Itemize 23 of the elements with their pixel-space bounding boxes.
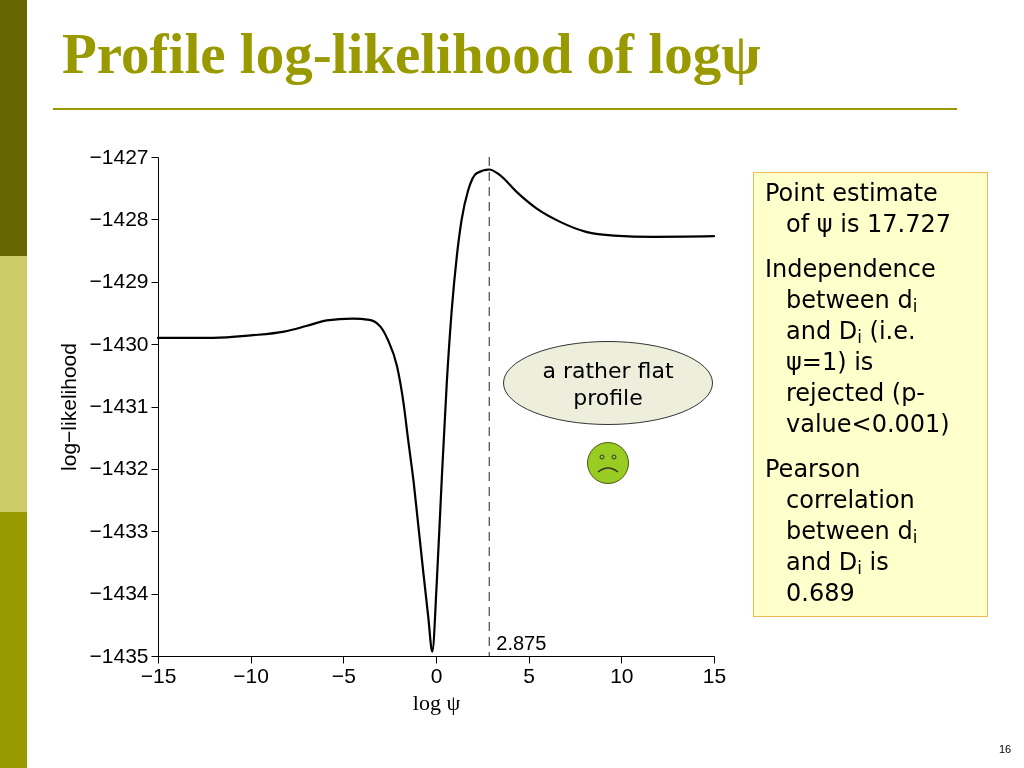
y-tick-label: −1433: [89, 518, 149, 542]
x-tick-label: 15: [702, 663, 727, 687]
y-tick-label: −1434: [89, 581, 149, 605]
chart-title: Profile log-likelihood of logψ: [62, 22, 761, 85]
y-tick-label: −1432: [89, 456, 149, 480]
annotation: a rather flat profile: [541, 357, 675, 411]
x-axis-title: log ψ: [412, 689, 461, 715]
y-tick-label: −1428: [89, 206, 149, 230]
text: Pearson correlation between d$_{i}$ and D$_{i}$ is 0.689: [765, 455, 918, 607]
x-tick-label: −5: [331, 663, 356, 687]
ref-line-label: 2.875: [496, 632, 547, 654]
y-tick-label: −1427: [89, 144, 149, 168]
y-tick-label: −1430: [89, 331, 149, 355]
x-tick-label: 0: [430, 663, 443, 687]
text: Independence between d$_{i}$ and D$_{i}$ (i.e. ψ=1) is rejected (p-value<0.001): [765, 255, 950, 438]
y-axis-title: log−likelihood: [56, 343, 80, 471]
x-tick-label: 5: [523, 663, 536, 687]
y-tick-label: −1429: [89, 269, 149, 293]
x-tick-label: 10: [610, 663, 634, 687]
text: 16: [999, 743, 1012, 755]
text: Point estimate of ψ is 17.727: [765, 178, 952, 240]
y-tick-label: −1431: [89, 394, 149, 417]
x-tick-label: −10: [233, 663, 269, 687]
